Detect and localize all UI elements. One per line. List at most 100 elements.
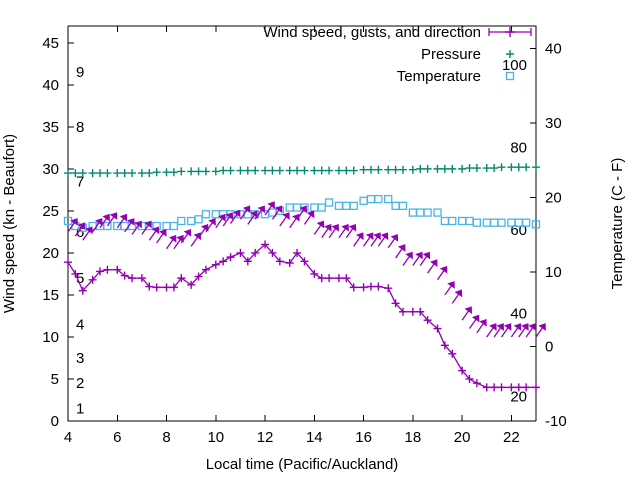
gust-arrow-head [489,323,497,331]
y-right-tick-label-3: 20 [545,189,562,206]
square-marker [489,218,499,227]
gust-arrow-head [70,218,78,226]
square-marker [497,218,506,227]
gust-arrow-head [306,210,315,219]
square-marker [310,203,319,212]
plus-marker [490,164,499,173]
gust-arrow-head [521,323,529,331]
plus-marker [408,307,417,316]
square-marker [416,208,425,217]
gust-arrow-head [331,223,339,232]
plus-marker [78,169,87,178]
y-right-tick-label-4: 30 [545,115,562,132]
square-marker [201,210,211,219]
plus-marker [334,274,343,283]
x-tick-label-1: 6 [113,429,121,446]
plus-marker [120,271,129,280]
x-axis-title: Local time (Pacific/Auckland) [206,456,399,473]
gust-arrow-head [471,314,480,323]
plus-marker [359,165,368,174]
plus-marker [359,283,368,292]
plus-marker [300,166,309,175]
y-left-tick-label-7: 35 [42,119,59,136]
plus-marker [490,383,499,392]
y-left-tick-label-5: 25 [42,203,59,220]
gust-arrow-head [316,220,325,229]
plus-marker [103,169,112,178]
plus-marker [398,165,407,174]
gust-arrow-head [348,223,357,232]
gust-arrow-head [127,218,135,226]
plus-marker [261,166,270,175]
plus-marker [177,274,186,283]
beaufort-label-8: 9 [76,64,84,81]
gust-arrow-head [102,213,110,222]
plus-marker [187,280,196,289]
plus-marker [334,166,343,175]
y-right-tick-label-5: 40 [545,40,562,57]
plus-marker [342,274,351,283]
plus-marker [236,166,245,175]
plus-marker [236,248,245,257]
square-marker [374,194,383,204]
gust-arrow-head [429,259,438,267]
gust-arrow-head [439,266,448,274]
plus-marker [349,166,358,175]
plus-marker [187,167,196,176]
plus-marker [423,316,432,325]
plus-marker [162,283,171,292]
gust-arrow-head [218,213,226,222]
plus-marker [152,283,161,292]
gust-arrow-head [299,205,307,214]
plus-marker [398,307,407,316]
gust-arrow-head [479,318,487,327]
gust-arrow-head [208,218,216,226]
plus-marker [275,257,284,266]
plus-marker [194,272,203,281]
square-marker [384,194,393,204]
plus-marker [64,258,72,267]
plus-marker [268,248,277,257]
plus-marker [145,169,154,178]
gust-arrow-head [513,323,522,331]
plus-marker [310,269,319,278]
plus-marker [128,274,137,283]
gust-arrow-head [380,232,389,241]
gust-arrow-head [232,209,241,218]
plus-marker [532,163,540,172]
fahrenheit-label-3: 80 [510,139,527,156]
plus-marker [532,383,540,392]
plus-marker [374,282,383,291]
x-tick-label-3: 10 [207,429,224,446]
plus-marker [458,366,467,375]
plus-marker [497,163,506,172]
square-marker [366,194,376,204]
gust-arrow-head [538,323,546,331]
plus-marker [226,253,235,262]
square-marker [317,203,326,212]
plus-marker [433,324,442,333]
gust-arrow-head [77,222,86,230]
plus-marker [458,164,467,173]
plus-marker [285,259,294,267]
square-marker [285,203,294,212]
plus-marker [194,167,203,176]
square-marker [423,208,432,217]
plus-marker [113,265,122,274]
fahrenheit-label-4: 100 [502,57,527,74]
square-marker [211,210,220,219]
square-marker [531,220,541,229]
series-temperature [63,194,541,232]
gust-arrow-head [528,323,537,331]
plus-marker [88,275,97,284]
beaufort-label-4: 5 [76,270,84,287]
plus-marker [251,166,260,175]
plus-marker [96,169,105,178]
plus-marker [391,299,400,308]
square-marker [457,216,467,226]
beaufort-label-0: 1 [76,400,84,417]
plus-marker [465,164,474,173]
gust-arrow-head [415,251,423,260]
square-marker [505,71,515,81]
plus-marker [275,166,284,175]
